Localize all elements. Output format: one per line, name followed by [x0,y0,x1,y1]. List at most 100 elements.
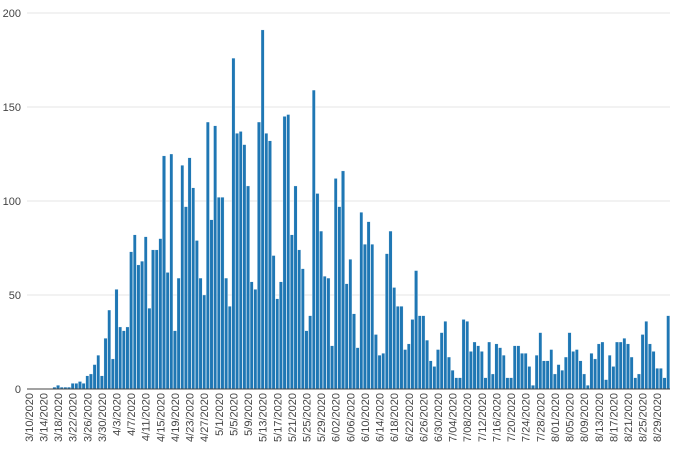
bar [604,379,608,390]
bar [607,355,612,390]
bar [571,351,575,390]
x-tick-label: 6/26/2020 [418,393,430,442]
x-tick-label: 4/27/2020 [199,393,211,442]
bar [344,283,349,390]
bar [399,306,404,390]
x-tick-label: 5/5/2020 [228,393,240,436]
bar [436,349,440,390]
y-tick-label: 100 [3,196,21,208]
bar [439,332,444,390]
bar [461,319,466,390]
bar [151,249,155,390]
bar [407,343,411,390]
bar [114,289,119,390]
bar [396,306,400,390]
bar [301,268,305,390]
bar [498,347,502,390]
bar [209,219,214,390]
bar [549,349,554,390]
bar [264,133,269,390]
bar [213,125,217,390]
bar [337,206,342,390]
x-tick-label: 7/28/2020 [535,393,547,442]
bar [388,230,393,390]
x-tick-label: 8/25/2020 [638,393,650,442]
x-tick-label: 8/29/2020 [652,393,664,442]
y-tick-label: 150 [3,102,21,114]
bar [586,385,590,390]
bar [352,313,356,390]
bar [629,356,634,390]
bar [187,157,192,390]
bar [297,249,301,390]
x-tick-label: 5/25/2020 [301,393,313,442]
x-tick-label: 7/16/2020 [491,393,503,442]
bar [260,29,265,390]
x-tick-label: 8/09/2020 [579,393,591,442]
bar [523,353,528,390]
bar [253,289,258,390]
bar [589,353,594,390]
bar [238,131,243,390]
bar [103,338,108,390]
x-axis-tick-labels: 3/10/2020 3/14/2020 3/18/2020 3/22/2020 3/26… [24,393,664,442]
bar [560,370,565,390]
gridlines [27,12,670,296]
bar [542,360,546,390]
bar [235,133,239,390]
bar [89,373,93,390]
bar [615,341,619,390]
bar [476,345,480,390]
bar [154,249,159,390]
bar [567,332,572,390]
bar [659,368,663,390]
bar [425,339,429,390]
x-tick-label: 4/3/2020 [112,393,124,436]
bar [494,343,499,390]
bar [282,116,287,390]
bar [275,298,280,390]
x-tick-label: 3/26/2020 [82,393,94,442]
bar [341,170,345,390]
x-tick-label: 7/12/2020 [477,393,489,442]
x-tick-label: 8/21/2020 [623,393,635,442]
x-tick-label: 6/06/2020 [345,393,357,442]
bar [191,187,196,390]
bar [242,144,247,390]
x-tick-label: 6/10/2020 [360,393,372,442]
bar [443,321,448,390]
bar [538,332,543,390]
bar [447,356,451,390]
bar [246,185,250,390]
bar [257,121,261,390]
bar [271,255,276,390]
bar [92,364,97,390]
bar [312,89,316,390]
bar [512,345,517,390]
bar [611,366,616,390]
bar [290,234,294,390]
bar [348,259,353,390]
bar [385,253,389,390]
bar [564,356,568,390]
x-tick-label: 8/17/2020 [608,393,620,442]
bar [381,353,385,390]
bar [487,341,491,390]
bar [417,315,422,390]
bar [118,326,122,390]
bar [198,277,203,390]
bar [421,315,426,390]
y-tick-label: 50 [9,290,21,302]
bar [392,287,396,390]
bar [534,355,539,390]
bar [132,234,137,390]
bar [319,230,323,390]
x-tick-label: 3/18/2020 [53,393,65,442]
bar [527,366,532,390]
bar [370,244,375,390]
bar [217,197,221,390]
x-tick-label: 4/15/2020 [155,393,167,442]
x-tick-label: 4/7/2020 [126,393,138,436]
bar [140,261,144,390]
